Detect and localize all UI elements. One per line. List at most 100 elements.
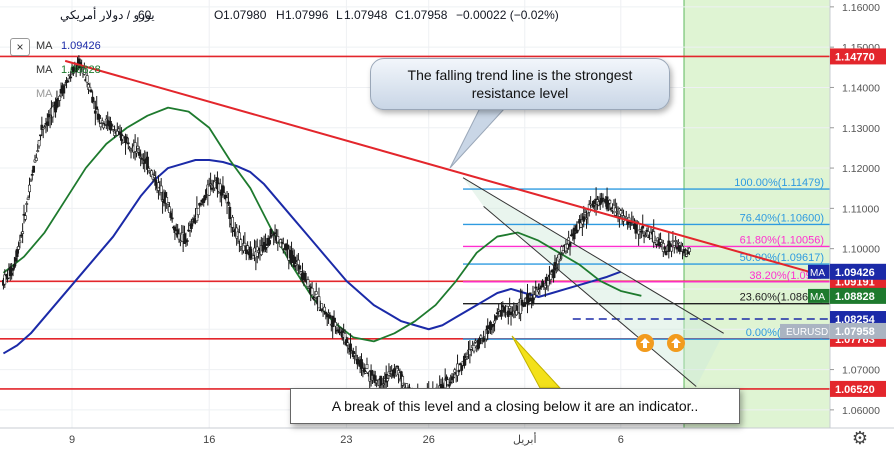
candle-body <box>37 140 41 147</box>
price-axis-bg <box>830 0 894 455</box>
candle-body <box>318 309 322 312</box>
ma-side-tag-bg <box>808 264 830 279</box>
candle-body <box>568 242 572 247</box>
price-badge-bg <box>830 48 886 65</box>
candle-body <box>179 240 182 243</box>
price-tick-label: 1.11000 <box>842 203 879 215</box>
candle-body <box>137 151 141 156</box>
candle-body <box>675 246 679 250</box>
candle-body <box>243 242 247 247</box>
interval-label[interactable]: 60 <box>138 8 152 22</box>
fib-level-label: 50.00%(1.09617) <box>740 252 824 264</box>
candle-body <box>47 114 51 118</box>
candle-body <box>196 207 200 216</box>
indicator-label: MA <box>36 88 53 100</box>
candle-body <box>306 279 310 288</box>
indicator-row-ma-3[interactable]: MA <box>36 88 53 100</box>
price-tick-label: 1.10000 <box>842 244 880 256</box>
candle-body <box>494 315 498 320</box>
time-tick-label: 23 <box>340 434 352 446</box>
candle-body <box>585 217 588 220</box>
candle-body <box>677 241 680 244</box>
candle-body <box>26 197 30 200</box>
candle-body <box>51 106 55 118</box>
candle-body <box>221 185 225 193</box>
candle-body <box>29 179 33 182</box>
candle-body <box>227 201 230 204</box>
candle-body <box>323 306 326 312</box>
candle-body <box>497 309 501 312</box>
candle-body <box>446 379 450 385</box>
settings-gear-icon[interactable]: ⚙ <box>851 428 869 448</box>
candle-body <box>89 89 93 93</box>
bottom-callout-pointer <box>511 335 562 389</box>
candle-body <box>360 359 363 370</box>
candle-body <box>36 150 40 152</box>
candle-body <box>43 126 46 129</box>
candle-body <box>534 286 538 289</box>
candle-body <box>117 128 121 132</box>
candle-body <box>447 384 451 387</box>
candle-body <box>147 168 151 171</box>
candle-body <box>128 147 132 150</box>
candle-body <box>670 246 673 252</box>
price-tick-label: 1.12000 <box>842 163 880 175</box>
candle-body <box>532 294 536 299</box>
candle-body <box>62 85 66 94</box>
candle-body <box>482 337 485 342</box>
price-tick-label: 1.13000 <box>842 123 880 135</box>
candle-body <box>620 212 624 216</box>
candle-body <box>58 95 62 101</box>
candle-body <box>18 240 22 244</box>
candle-body <box>561 250 565 254</box>
symbol-title[interactable]: يورو / دولار أمريكي <box>60 8 155 22</box>
candle-body <box>125 136 129 139</box>
indicator-row-ma-1[interactable]: MA 1.09426 <box>36 40 101 52</box>
candle-body <box>10 273 14 276</box>
candle-body <box>639 230 643 233</box>
indicator-row-ma-2[interactable]: MA 1.08828 <box>36 64 101 76</box>
price-tick-label: 1.07000 <box>842 365 880 377</box>
candle-body <box>272 233 276 236</box>
candle-body <box>157 182 160 191</box>
price-badge-bg <box>830 322 886 339</box>
ohlc-high-value: 1.07996 <box>285 8 329 22</box>
candle-body <box>88 86 92 91</box>
ohlc-open-label: O <box>214 8 224 22</box>
candle-body <box>248 246 252 259</box>
price-tick-label: 1.14000 <box>842 82 880 94</box>
ma-side-tag-bg <box>808 288 830 303</box>
candle-body <box>506 310 510 317</box>
candle-body <box>501 305 505 308</box>
candle-body <box>251 255 255 259</box>
candle-body <box>538 287 542 290</box>
candle-body <box>364 371 368 374</box>
collapse-legend-button[interactable]: × <box>10 38 30 56</box>
bottom-annotation-callout: A break of this level and a closing belo… <box>290 388 740 424</box>
candle-body <box>14 257 18 262</box>
candle-body <box>296 259 300 266</box>
candle-body <box>63 84 67 86</box>
candle-body <box>382 383 385 386</box>
candle-body <box>334 322 337 327</box>
candle-body <box>508 305 512 309</box>
candle-body <box>32 165 36 173</box>
candle-body <box>111 126 115 130</box>
candle-body <box>265 245 269 248</box>
candle-body <box>159 185 163 193</box>
candle-body <box>493 320 496 324</box>
up-arrow-glyph <box>671 338 681 348</box>
candle-body <box>313 297 317 300</box>
candle-body <box>15 249 19 257</box>
candle-body <box>152 175 156 178</box>
candle-body <box>328 314 332 319</box>
candle-body <box>325 314 329 318</box>
ohlc-change-value: −0.00022 (−0.02%) <box>456 8 559 22</box>
candle-body <box>168 206 171 213</box>
price-badge-bg <box>830 380 886 397</box>
candle-body <box>99 123 103 128</box>
candle-body <box>572 227 576 240</box>
candle-body <box>269 228 273 238</box>
candle-body <box>478 338 481 345</box>
candle-body <box>523 302 527 307</box>
